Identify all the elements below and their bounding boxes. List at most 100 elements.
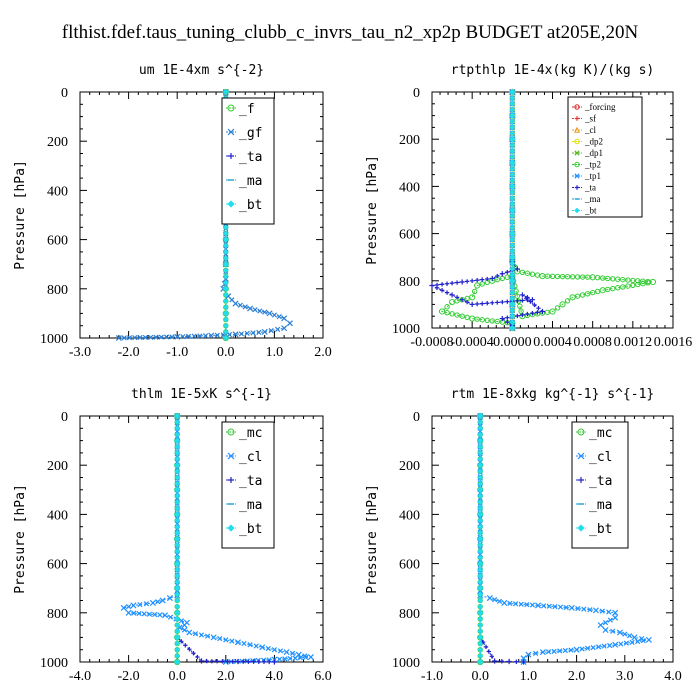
data-point [505, 315, 510, 320]
data-point [554, 273, 561, 280]
y-tick-label: 0 [61, 410, 68, 425]
legend-label: _bt [589, 522, 612, 537]
data-point [223, 267, 229, 274]
data-point [509, 101, 516, 107]
data-point [169, 334, 175, 340]
data-point [204, 658, 209, 664]
data-point [544, 309, 551, 315]
data-point [141, 611, 147, 617]
data-point [477, 579, 483, 585]
data-point [191, 333, 197, 339]
data-point [477, 428, 483, 435]
data-point [559, 273, 566, 280]
data-point [495, 300, 500, 305]
data-point [612, 641, 619, 648]
data-point [222, 261, 229, 268]
legend-marker [574, 150, 580, 156]
data-point [146, 611, 153, 617]
data-point [477, 462, 484, 469]
data-point [281, 315, 288, 322]
data-point [509, 248, 516, 255]
x-tick-label: 0.0 [471, 669, 489, 684]
data-point [592, 607, 599, 614]
data-point [601, 643, 607, 649]
x-tick-label: -2.0 [118, 345, 140, 360]
data-point [509, 319, 516, 325]
data-point [610, 628, 616, 634]
data-point [529, 271, 536, 277]
data-point [594, 274, 601, 281]
x-tick-label: -3.0 [69, 345, 91, 360]
legend-label: _tp2 [584, 160, 601, 170]
data-point [238, 331, 244, 337]
data-point [645, 280, 651, 286]
data-point [174, 573, 180, 579]
data-point [539, 649, 546, 656]
x-tick-label: 0.0 [217, 345, 235, 360]
data-point [514, 266, 520, 272]
data-point [174, 658, 181, 666]
data-point [283, 649, 290, 656]
data-point [449, 280, 455, 286]
data-point [174, 591, 180, 598]
legend-label: _ma [239, 174, 262, 189]
data-point [506, 658, 512, 665]
plot-frame [431, 415, 674, 663]
data-point [535, 602, 542, 609]
series-bt [174, 412, 181, 666]
data-point [223, 637, 229, 643]
data-point [509, 295, 516, 302]
data-point [241, 640, 247, 647]
data-point [509, 289, 516, 296]
data-point [509, 201, 516, 207]
data-point [246, 659, 251, 664]
data-point [174, 333, 181, 340]
data-point [234, 639, 241, 646]
data-point [520, 659, 527, 665]
data-point [439, 282, 445, 287]
data-point [569, 294, 576, 301]
legend-marker [227, 524, 235, 532]
y-tick-label: 200 [47, 459, 68, 474]
data-point [474, 278, 480, 283]
data-point [541, 603, 547, 609]
data-point [174, 431, 180, 438]
data-point [477, 646, 483, 653]
data-point [554, 305, 561, 311]
data-point [469, 301, 475, 307]
legend-label: _cl [239, 450, 262, 465]
data-point [596, 644, 602, 650]
data-point [505, 319, 510, 325]
data-point [575, 605, 581, 612]
y-axis-label: Pressure [hPa] [365, 484, 380, 594]
data-point [174, 603, 180, 610]
x-tick-label: 4.0 [664, 669, 682, 684]
data-point [174, 425, 180, 432]
data-point [509, 242, 516, 249]
data-point [477, 486, 484, 493]
data-point [477, 425, 483, 432]
data-point [256, 659, 261, 664]
data-point [232, 300, 239, 307]
legend-label: _ma [239, 498, 262, 513]
data-point [174, 499, 180, 505]
data-point [622, 631, 628, 637]
y-tick-label: 600 [47, 234, 68, 249]
data-point [635, 278, 641, 284]
data-point [477, 548, 483, 555]
data-point [180, 333, 186, 340]
data-point [268, 327, 274, 334]
chart-panel-2: rtpthlp 1E-4x(kg K)/(kg s) -0.0008-0.0004… [365, 63, 692, 350]
y-tick-label: 400 [399, 180, 420, 195]
legend-label: _ta [239, 474, 262, 489]
data-point [615, 285, 621, 291]
x-tick-label: 0.0 [168, 669, 186, 684]
data-point [449, 292, 455, 298]
data-point [477, 480, 483, 487]
data-point [509, 324, 516, 332]
data-point [509, 159, 516, 166]
legend-marker [574, 207, 580, 214]
data-point [257, 308, 263, 314]
legend-marker [228, 477, 234, 483]
legend-label: _bt [584, 206, 597, 216]
